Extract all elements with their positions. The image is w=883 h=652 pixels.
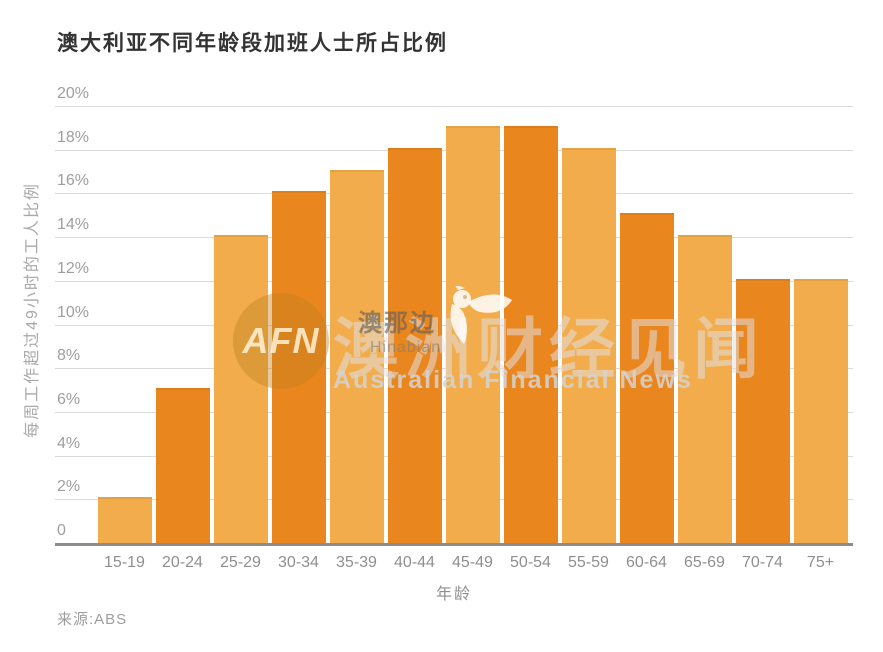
y-tick-label: 14% bbox=[57, 216, 90, 234]
y-tick-label: 2% bbox=[57, 478, 81, 496]
x-tick-label-60-64: 60-64 bbox=[626, 554, 667, 571]
y-tick-label: 10% bbox=[57, 303, 90, 321]
x-tick-label-35-39: 35-39 bbox=[336, 554, 377, 571]
y-tick-label: 6% bbox=[57, 390, 81, 408]
bar-70-74 bbox=[735, 278, 790, 543]
bar-65-69 bbox=[677, 235, 732, 543]
bar-75+ bbox=[793, 278, 848, 543]
bar-40-44 bbox=[387, 147, 442, 543]
y-tick-label: 16% bbox=[57, 172, 90, 190]
x-tick-label-45-49: 45-49 bbox=[452, 554, 493, 571]
source-note: 来源:ABS bbox=[57, 611, 128, 628]
y-tick-label: 4% bbox=[57, 434, 81, 452]
gridline-20 bbox=[55, 106, 853, 107]
y-tick-label: 0 bbox=[57, 522, 66, 539]
bar-60-64 bbox=[619, 213, 674, 543]
bar-30-34 bbox=[271, 191, 326, 543]
x-tick-label-70-74: 70-74 bbox=[742, 554, 783, 571]
y-tick-label: 18% bbox=[57, 128, 90, 146]
x-axis-title: 年龄 bbox=[435, 586, 472, 603]
x-tick-label-15-19: 15-19 bbox=[104, 554, 145, 571]
bar-25-29 bbox=[213, 235, 268, 543]
chart-title: 澳大利亚不同年龄段加班人士所占比例 bbox=[57, 32, 448, 55]
y-tick-label: 12% bbox=[57, 259, 90, 277]
x-tick-label-20-24: 20-24 bbox=[162, 554, 203, 571]
bar-35-39 bbox=[329, 169, 384, 543]
bar-45-49 bbox=[445, 125, 500, 543]
bar-55-59 bbox=[561, 147, 616, 543]
x-tick-label-25-29: 25-29 bbox=[220, 554, 261, 571]
bar-15-19 bbox=[97, 497, 152, 543]
x-tick-label-30-34: 30-34 bbox=[278, 554, 319, 571]
bar-20-24 bbox=[155, 388, 210, 543]
bar-50-54 bbox=[503, 125, 558, 543]
x-tick-label-40-44: 40-44 bbox=[394, 554, 435, 571]
x-tick-label-50-54: 50-54 bbox=[510, 554, 551, 571]
x-tick-label-55-59: 55-59 bbox=[568, 554, 609, 571]
x-tick-label-65-69: 65-69 bbox=[684, 554, 725, 571]
plot-area: 20% 18% 16% 14% 12% 10% 8% 6% 4% 2% 0 bbox=[55, 85, 853, 546]
y-tick-label: 20% bbox=[57, 85, 90, 102]
x-tick-label-75+: 75+ bbox=[806, 554, 835, 571]
y-tick-label: 8% bbox=[57, 347, 81, 365]
y-axis-title: 每周工作超过49小时的工人比例 bbox=[24, 182, 41, 438]
